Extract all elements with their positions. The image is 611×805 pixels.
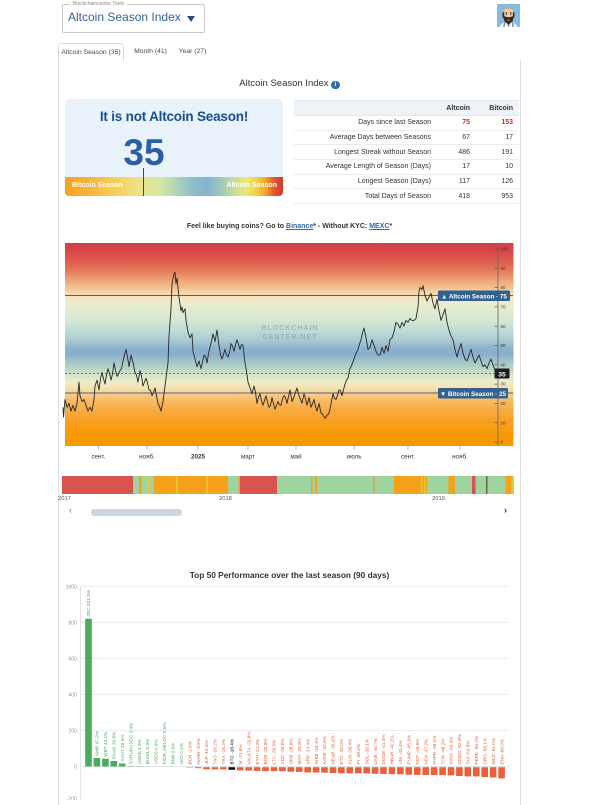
svg-text:XMR 47.2%: XMR 47.2% [95, 731, 100, 756]
svg-text:SOL -39.1%: SOL -39.1% [364, 739, 369, 764]
svg-text:PEPE -55.0%: PEPE -55.0% [474, 736, 479, 765]
svg-text:XDC -26.6%: XDC -26.6% [280, 738, 285, 764]
svg-text:PI -38.4%: PI -38.4% [356, 744, 361, 765]
svg-text:июль: июль [346, 454, 362, 461]
svg-text:сент.: сент. [401, 454, 415, 461]
svg-text:ETH -24.3%: ETH -24.3% [255, 739, 260, 765]
svg-text:DOT -46.6%: DOT -46.6% [415, 739, 420, 765]
svg-text:400: 400 [68, 692, 77, 698]
svg-text:XLM -38.4%: XLM -38.4% [348, 739, 353, 765]
svg-text:200: 200 [68, 728, 77, 734]
svg-text:NEAR -36.4%: NEAR -36.4% [331, 735, 336, 764]
svg-text:800: 800 [68, 620, 77, 626]
svg-text:ONDO -52.9%: ONDO -52.9% [457, 734, 462, 764]
svg-text:WLD -61.0%: WLD -61.0% [491, 738, 496, 765]
svg-text:ADA -47.2%: ADA -47.2% [423, 739, 428, 765]
svg-text:HBAR -42.2%: HBAR -42.2% [390, 735, 395, 764]
svg-text:USDE 1.9%: USDE 1.9% [137, 739, 142, 764]
svg-text:ZEC 821.3%: ZEC 821.3% [86, 590, 91, 617]
svg-text:SUI -54.9%: SUI -54.9% [466, 741, 471, 765]
svg-text:TAO -16.2%: TAO -16.2% [213, 739, 218, 764]
svg-text:20: 20 [501, 401, 507, 406]
svg-text:PUMP -45.6%: PUMP -45.6% [407, 735, 412, 765]
svg-text:TRX -16.3%: TRX -16.3% [221, 739, 226, 765]
svg-text:35: 35 [498, 371, 506, 378]
svg-text:FIGR_HELOC 0.6%: FIGR_HELOC 0.6% [162, 722, 167, 764]
svg-text:LEO 0.1%: LEO 0.1% [179, 743, 184, 764]
svg-text:-200: -200 [67, 796, 77, 800]
svg-text:BGB -25.9%: BGB -25.9% [263, 738, 268, 764]
svg-text:90: 90 [501, 266, 507, 271]
svg-text:AAVE -34.5%: AAVE -34.5% [322, 736, 327, 764]
svg-text:LINK -40.7%: LINK -40.7% [373, 738, 378, 765]
svg-text:BNB 0.6%: BNB 0.6% [171, 743, 176, 765]
svg-text:SHIB -34.1%: SHIB -34.1% [314, 737, 319, 764]
svg-text:600: 600 [68, 656, 77, 662]
svg-text:CRO -58.1%: CRO -58.1% [482, 738, 487, 765]
svg-text:70: 70 [501, 305, 507, 310]
svg-text:PAXG 30.8%: PAXG 30.8% [112, 732, 117, 759]
svg-text:60: 60 [501, 324, 507, 329]
svg-text:50: 50 [501, 343, 507, 348]
svg-text:DOGE -41.4%: DOGE -41.4% [381, 735, 386, 765]
svg-text:0: 0 [74, 764, 77, 770]
svg-text:SYRUPUSDC 2.4%: SYRUPUSDC 2.4% [128, 723, 133, 764]
svg-text:100: 100 [501, 247, 509, 252]
svg-text:май: май [290, 453, 302, 461]
svg-text:нояб.: нояб. [139, 453, 155, 461]
svg-text:XAUT 16.5%: XAUT 16.5% [120, 734, 125, 761]
svg-text:▼ Bitcoin Season · 25: ▼ Bitcoin Season · 25 [440, 391, 507, 398]
svg-text:1000: 1000 [65, 584, 77, 590]
svg-text:30: 30 [501, 382, 507, 387]
svg-text:BLOCKCHAIN: BLOCKCHAIN [261, 325, 318, 332]
svg-text:80: 80 [501, 285, 507, 290]
svg-text:WBT 43.1%: WBT 43.1% [103, 732, 108, 757]
svg-text:40: 40 [501, 362, 507, 367]
svg-text:M -21.6%: M -21.6% [238, 744, 243, 764]
svg-text:LTC -26.3%: LTC -26.3% [272, 740, 277, 765]
svg-text:ENA -66.0%: ENA -66.0% [499, 739, 504, 765]
svg-text:март: март [241, 454, 255, 461]
svg-text:MNT -29.9%: MNT -29.9% [297, 738, 302, 764]
svg-text:JLP -15.3%: JLP -15.3% [204, 740, 209, 764]
svg-text:CENTER.NET: CENTER.NET [263, 334, 318, 341]
svg-text:ETC -38.0%: ETC -38.0% [339, 739, 344, 765]
svg-text:XRP -33.4%: XRP -33.4% [305, 739, 310, 765]
svg-text:▲ Altcoin Season · 75: ▲ Altcoin Season · 75 [441, 293, 507, 300]
svg-text:нояб.: нояб. [452, 453, 468, 461]
svg-text:TON -48.2%: TON -48.2% [440, 739, 445, 765]
svg-text:UNI -43.4%: UNI -43.4% [398, 740, 403, 764]
svg-text:2025: 2025 [191, 454, 206, 461]
svg-text:сент.: сент. [91, 454, 105, 461]
svg-text:BTC -18.4%: BTC -18.4% [230, 739, 235, 765]
svg-text:HYPE -48.0%: HYPE -48.0% [432, 736, 437, 765]
svg-text:BCH -2.6%: BCH -2.6% [187, 741, 192, 764]
svg-text:VAULTA -22.6%: VAULTA -22.6% [246, 731, 251, 764]
svg-text:AVAX -49.3%: AVAX -49.3% [449, 737, 454, 765]
svg-text:HASH -9.5%: HASH -9.5% [196, 738, 201, 765]
svg-text:OKB -28.8%: OKB -28.8% [289, 738, 294, 764]
svg-text:10: 10 [501, 420, 507, 425]
svg-text:BUIDL 0.9%: BUIDL 0.9% [145, 739, 150, 765]
svg-text:USDS 0.9%: USDS 0.9% [154, 739, 159, 764]
